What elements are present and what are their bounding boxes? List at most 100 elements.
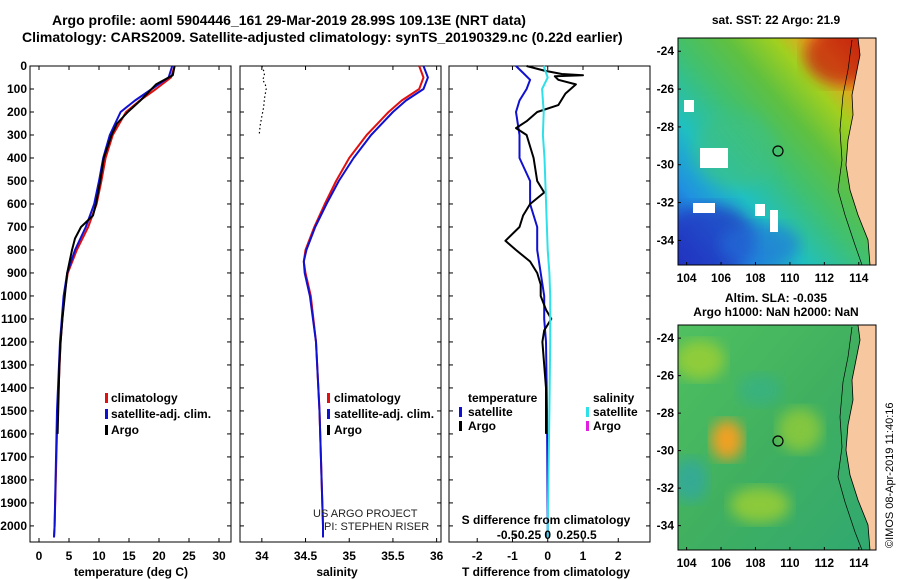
map-x-tick-label: 106 — [711, 556, 731, 570]
map-x-tick-label: 114 — [849, 271, 869, 285]
legend-label-s-satellite: satellite — [593, 405, 638, 419]
sst-cloud-gap — [755, 204, 765, 216]
series-line-argo — [258, 65, 267, 136]
x-tick-label: 10 — [92, 549, 106, 563]
credit-project: US ARGO PROJECT — [313, 508, 418, 520]
s-tick-label: -0.25 — [514, 528, 542, 542]
legend-label-climatology: climatology — [111, 391, 178, 405]
t-difference-label: T difference from climatology — [462, 565, 630, 579]
legend-title-salinity: salinity — [593, 391, 635, 405]
depth-tick-label: 200 — [7, 105, 27, 119]
x-tick-label: -2 — [472, 549, 483, 563]
series-line-temperature-argo — [504, 65, 584, 434]
map-x-tick-label: 112 — [815, 271, 835, 285]
sla-map: Altim. SLA: -0.035 Argo h1000: NaN h2000… — [657, 291, 877, 570]
map-y-tick-label: -28 — [657, 406, 675, 420]
s-difference-label: S difference from climatology — [462, 513, 631, 527]
x-tick-label: 25 — [182, 549, 196, 563]
legend-title-temperature: temperature — [468, 391, 538, 405]
depth-tick-label: 100 — [7, 82, 27, 96]
sst-cloud-gap — [700, 148, 728, 168]
sla-isobath — [837, 326, 863, 550]
sla-land — [845, 325, 876, 550]
map-x-tick-label: 110 — [780, 556, 800, 570]
depth-tick-label: 1900 — [0, 496, 27, 510]
map-x-tick-label: 106 — [711, 271, 731, 285]
header-title: Argo profile: aoml 5904446_161 29-Mar-20… — [52, 12, 526, 28]
sla-float-marker — [772, 435, 784, 447]
depth-tick-label: 1200 — [0, 335, 27, 349]
sla-high-anomaly — [711, 420, 743, 460]
salinity-axes-frame — [239, 65, 442, 543]
x-tick-label: 0 — [36, 549, 43, 563]
legend-label-argo: Argo — [111, 423, 139, 437]
map-x-tick-label: 108 — [745, 556, 765, 570]
sla-anomaly — [730, 487, 790, 523]
x-tick-label: 36 — [430, 549, 444, 563]
x-tick-label: -1 — [507, 549, 518, 563]
map-x-tick-label: 104 — [677, 271, 697, 285]
depth-tick-label: 500 — [7, 174, 27, 188]
depth-tick-label: 1100 — [1, 312, 27, 326]
sst-cloud-gap — [770, 210, 778, 232]
legend-swatch-t-argo — [459, 421, 462, 431]
depth-tick-label: 400 — [7, 151, 27, 165]
depth-tick-label: 900 — [7, 266, 27, 280]
x-tick-label: 1 — [580, 549, 587, 563]
map-x-tick-label: 108 — [745, 271, 765, 285]
x-tick-label: 5 — [66, 549, 73, 563]
legend-label-argo: Argo — [334, 423, 362, 437]
map-y-tick-label: -24 — [657, 44, 675, 58]
x-tick-label: 35 — [343, 549, 357, 563]
difference-panel: -2 -1 0 1 2 temperature satellite Argo salin… — [448, 65, 651, 579]
map-y-tick-label: -30 — [657, 158, 675, 172]
watermark: ©IMOS 08-Apr-2019 11:40:16 — [884, 403, 896, 548]
depth-tick-label: 1300 — [0, 358, 27, 372]
x-tick-label: 2 — [615, 549, 622, 563]
legend-label-climatology: climatology — [334, 391, 401, 405]
depth-tick-label: 700 — [7, 220, 27, 234]
legend-label-t-satellite: satellite — [468, 405, 513, 419]
legend-swatch-argo — [105, 425, 108, 435]
series-line-satellite-adj-clim- — [302, 65, 429, 538]
depth-tick-label: 1800 — [0, 473, 27, 487]
series-line-salinity-satellite — [541, 65, 552, 538]
depth-tick-label: 1400 — [0, 381, 27, 395]
s-tick-label: -0.5 — [497, 528, 518, 542]
depth-tick-label: 1000 — [0, 289, 27, 303]
depth-tick-label: 0 — [20, 59, 27, 73]
map-y-tick-label: -34 — [657, 233, 675, 247]
x-tick-label: 34 — [255, 549, 269, 563]
sst-cloud-gap — [693, 203, 715, 213]
sst-float-marker — [772, 145, 784, 157]
map-y-tick-label: -32 — [657, 196, 675, 210]
legend-swatch-t-satellite — [459, 407, 462, 417]
legend-label-satellite: satellite-adj. clim. — [111, 407, 211, 421]
depth-tick-label: 600 — [7, 197, 27, 211]
depth-tick-label: 1500 — [0, 404, 27, 418]
x-tick-label: 30 — [212, 549, 226, 563]
sla-map-title: Altim. SLA: -0.035 — [725, 291, 827, 305]
series-line-argo — [56, 65, 176, 434]
x-tick-label: 35.5 — [381, 549, 405, 563]
sst-land — [845, 38, 876, 265]
sst-map-frame — [677, 37, 877, 266]
map-x-tick-label: 104 — [677, 556, 697, 570]
map-y-tick-label: -30 — [657, 444, 675, 458]
s-tick-label: 0.5 — [580, 528, 597, 542]
map-y-tick-label: -26 — [657, 82, 675, 96]
map-y-tick-label: -26 — [657, 369, 675, 383]
sla-anomaly — [778, 408, 822, 452]
legend-swatch-climatology — [327, 393, 330, 403]
x-tick-label: 20 — [152, 549, 166, 563]
legend-label-t-argo: Argo — [468, 419, 496, 433]
s-tick-label: 0 — [544, 528, 551, 542]
s-tick-label: 0.25 — [556, 528, 580, 542]
legend-label-satellite: satellite-adj. clim. — [334, 407, 434, 421]
temperature-xlabel: temperature (deg C) — [74, 565, 188, 579]
x-tick-label: 0 — [544, 549, 551, 563]
sla-anomaly — [678, 340, 725, 380]
map-x-tick-label: 112 — [815, 556, 835, 570]
sst-map-title: sat. SST: 22 Argo: 21.9 — [712, 13, 841, 27]
